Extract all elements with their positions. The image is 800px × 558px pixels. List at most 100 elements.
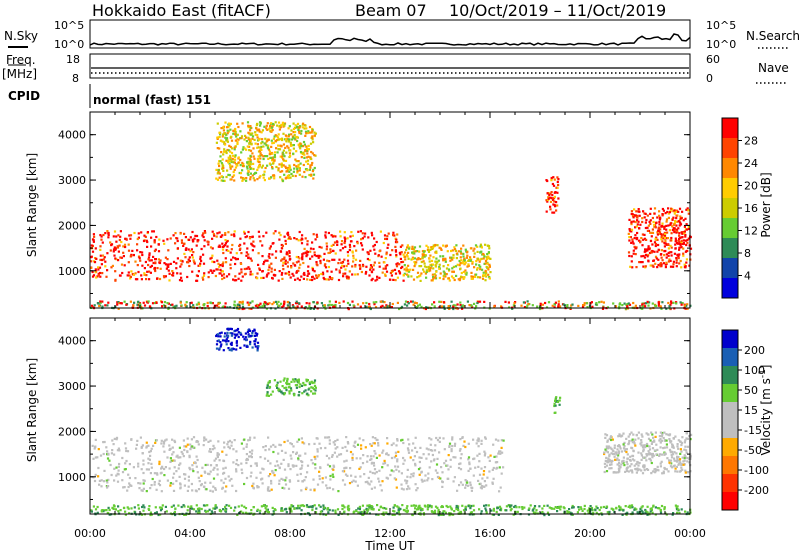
scatter-cell: [202, 232, 204, 234]
scatter-cell: [296, 387, 298, 389]
scatter-cell: [342, 273, 344, 275]
scatter-cell: [328, 457, 330, 459]
scatter-cell: [275, 469, 277, 471]
scatter-cell: [459, 264, 461, 266]
scatter-cell: [289, 155, 291, 157]
scatter-cell: [285, 243, 287, 245]
scatter-cell: [212, 445, 214, 447]
scatter-cell: [238, 273, 240, 275]
scatter-cell: [443, 271, 445, 273]
scatter-cell: [413, 252, 415, 254]
scatter-cell: [241, 469, 243, 471]
scatter-cell: [245, 137, 247, 139]
scatter-cell: [311, 381, 313, 383]
scatter-cell: [242, 301, 244, 303]
scatter-cell: [414, 265, 416, 267]
scatter-cell: [262, 446, 264, 448]
scatter-cell: [250, 163, 252, 165]
scatter-cell: [336, 439, 338, 441]
scatter-cell: [267, 391, 269, 393]
scatter-cell: [686, 452, 688, 454]
scatter-cell: [243, 439, 245, 441]
scatter-cell: [264, 179, 266, 181]
scatter-cell: [242, 149, 244, 151]
scatter-cell: [292, 451, 294, 453]
scatter-cell: [389, 279, 391, 281]
scatter-cell: [615, 507, 617, 509]
scatter-cell: [274, 474, 276, 476]
scatter-cell: [404, 303, 406, 305]
scatter-cell: [398, 470, 400, 472]
y-tick-label: 3000: [58, 174, 86, 187]
scatter-cell: [631, 447, 633, 449]
scatter-cell: [397, 451, 399, 453]
scatter-cell: [268, 177, 270, 179]
scatter-cell: [255, 143, 257, 145]
scatter-cell: [289, 125, 291, 127]
scatter-cell: [260, 122, 262, 124]
scatter-cell: [103, 258, 105, 260]
scatter-cell: [613, 453, 615, 455]
scatter-cell: [396, 458, 398, 460]
scatter-cell: [656, 469, 658, 471]
scatter-cell: [340, 235, 342, 237]
scatter-cell: [310, 143, 312, 145]
scatter-cell: [469, 468, 471, 470]
scatter-cell: [311, 241, 313, 243]
scatter-cell: [106, 252, 108, 254]
scatter-cell: [292, 153, 294, 155]
scatter-cell: [633, 216, 635, 218]
scatter-cell: [223, 446, 225, 448]
scatter-cell: [329, 248, 331, 250]
scatter-cell: [474, 252, 476, 254]
scatter-cell: [442, 245, 444, 247]
scatter-cell: [254, 179, 256, 181]
scatter-cell: [179, 266, 181, 268]
scatter-cell: [558, 300, 560, 302]
scatter-cell: [614, 447, 616, 449]
scatter-cell: [372, 436, 374, 438]
scatter-cell: [128, 244, 130, 246]
scatter-cell: [207, 473, 209, 475]
scatter-cell: [290, 145, 292, 147]
scatter-cell: [642, 239, 644, 241]
scatter-cell: [259, 175, 261, 177]
scatter-cell: [442, 255, 444, 257]
scatter-cell: [196, 280, 198, 282]
scatter-cell: [270, 157, 272, 159]
scatter-cell: [650, 432, 652, 434]
scatter-cell: [453, 510, 455, 512]
scatter-cell: [322, 477, 324, 479]
scatter-cell: [320, 511, 322, 513]
scatter-cell: [226, 332, 228, 334]
scatter-cell: [614, 445, 616, 447]
scatter-cell: [666, 211, 668, 213]
scatter-cell: [127, 506, 129, 508]
scatter-cell: [99, 245, 101, 247]
scatter-cell: [199, 258, 201, 260]
scatter-cell: [617, 445, 619, 447]
scatter-cell: [423, 251, 425, 253]
scatter-cell: [249, 155, 251, 157]
scatter-cell: [631, 255, 633, 257]
scatter-cell: [385, 257, 387, 259]
scatter-cell: [229, 349, 231, 351]
scatter-cell: [200, 475, 202, 477]
scatter-cell: [313, 489, 315, 491]
scatter-cell: [435, 469, 437, 471]
scatter-cell: [395, 273, 397, 275]
scatter-cell: [221, 243, 223, 245]
scatter-cell: [644, 216, 646, 218]
scatter-cell: [305, 132, 307, 134]
scatter-cell: [227, 446, 229, 448]
scatter-cell: [222, 135, 224, 137]
scatter-cell: [414, 507, 416, 509]
scatter-cell: [256, 465, 258, 467]
scatter-cell: [272, 451, 274, 453]
scatter-cell: [142, 510, 144, 512]
scatter-cell: [309, 381, 311, 383]
scatter-cell: [418, 251, 420, 253]
scatter-cell: [262, 482, 264, 484]
scatter-cell: [431, 260, 433, 262]
scatter-cell: [188, 248, 190, 250]
